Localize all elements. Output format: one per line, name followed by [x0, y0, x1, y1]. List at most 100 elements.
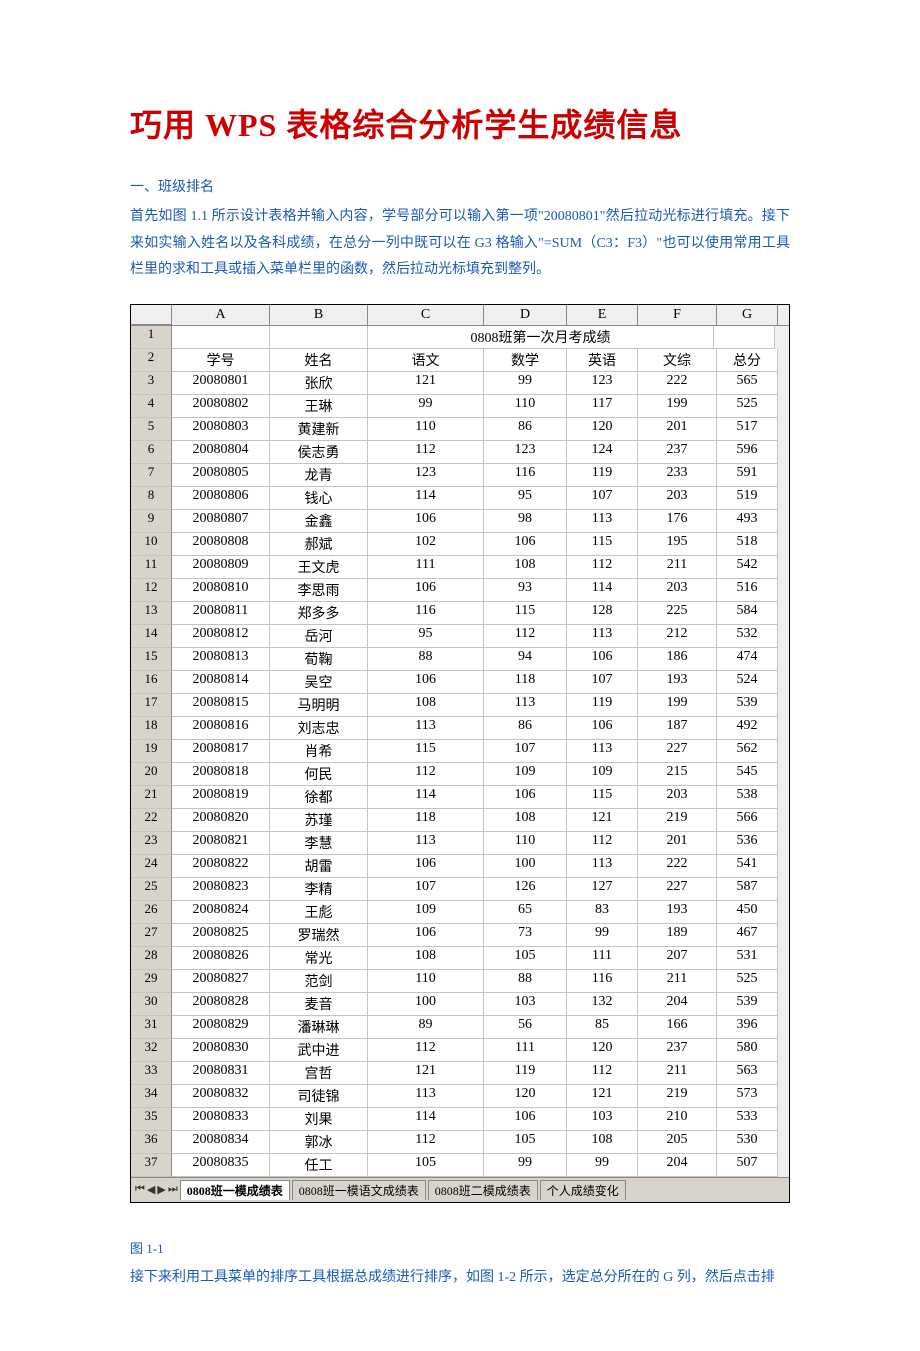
- data-cell[interactable]: 20080822: [172, 855, 270, 878]
- col-letter[interactable]: A: [172, 305, 270, 325]
- data-cell[interactable]: 545: [717, 763, 778, 786]
- data-cell[interactable]: 111: [368, 556, 484, 579]
- row-number[interactable]: 34: [131, 1085, 172, 1108]
- data-cell[interactable]: 20080803: [172, 418, 270, 441]
- data-cell[interactable]: 215: [638, 763, 717, 786]
- data-cell[interactable]: 467: [717, 924, 778, 947]
- data-cell[interactable]: 112: [484, 625, 567, 648]
- data-cell[interactable]: 222: [638, 855, 717, 878]
- row-number[interactable]: 27: [131, 924, 172, 947]
- data-cell[interactable]: 123: [368, 464, 484, 487]
- data-cell[interactable]: 199: [638, 395, 717, 418]
- data-cell[interactable]: 何民: [270, 763, 368, 786]
- header-cell[interactable]: 英语: [567, 349, 638, 372]
- data-cell[interactable]: 岳河: [270, 625, 368, 648]
- data-cell[interactable]: 233: [638, 464, 717, 487]
- data-cell[interactable]: 580: [717, 1039, 778, 1062]
- data-cell[interactable]: 562: [717, 740, 778, 763]
- row-number[interactable]: 13: [131, 602, 172, 625]
- data-cell[interactable]: 李思雨: [270, 579, 368, 602]
- data-cell[interactable]: 李精: [270, 878, 368, 901]
- data-cell[interactable]: 113: [368, 1085, 484, 1108]
- data-cell[interactable]: 88: [484, 970, 567, 993]
- data-cell[interactable]: 99: [484, 1154, 567, 1177]
- data-cell[interactable]: 111: [567, 947, 638, 970]
- data-cell[interactable]: 86: [484, 418, 567, 441]
- data-cell[interactable]: 237: [638, 1039, 717, 1062]
- data-cell[interactable]: 106: [484, 1108, 567, 1131]
- data-cell[interactable]: 116: [567, 970, 638, 993]
- col-letter[interactable]: D: [484, 305, 567, 325]
- row-number[interactable]: 37: [131, 1154, 172, 1177]
- data-cell[interactable]: 530: [717, 1131, 778, 1154]
- data-cell[interactable]: 113: [567, 740, 638, 763]
- data-cell[interactable]: 109: [484, 763, 567, 786]
- data-cell[interactable]: 126: [484, 878, 567, 901]
- data-cell[interactable]: 222: [638, 372, 717, 395]
- data-cell[interactable]: 207: [638, 947, 717, 970]
- data-cell[interactable]: 119: [567, 464, 638, 487]
- data-cell[interactable]: 99: [567, 924, 638, 947]
- data-cell[interactable]: 108: [484, 809, 567, 832]
- data-cell[interactable]: 524: [717, 671, 778, 694]
- data-cell[interactable]: 539: [717, 694, 778, 717]
- data-cell[interactable]: 110: [368, 970, 484, 993]
- data-cell[interactable]: 193: [638, 671, 717, 694]
- row-number[interactable]: 1: [131, 326, 172, 349]
- data-cell[interactable]: 120: [567, 1039, 638, 1062]
- data-cell[interactable]: 110: [484, 832, 567, 855]
- data-cell[interactable]: 187: [638, 717, 717, 740]
- data-cell[interactable]: 199: [638, 694, 717, 717]
- data-cell[interactable]: 王彪: [270, 901, 368, 924]
- data-cell[interactable]: 刘果: [270, 1108, 368, 1131]
- data-cell[interactable]: 20080816: [172, 717, 270, 740]
- data-cell[interactable]: 108: [368, 694, 484, 717]
- data-cell[interactable]: 525: [717, 395, 778, 418]
- data-cell[interactable]: 541: [717, 855, 778, 878]
- data-cell[interactable]: 司徒锦: [270, 1085, 368, 1108]
- data-cell[interactable]: 113: [567, 855, 638, 878]
- data-cell[interactable]: 黄建新: [270, 418, 368, 441]
- data-cell[interactable]: 203: [638, 786, 717, 809]
- row-number[interactable]: 35: [131, 1108, 172, 1131]
- data-cell[interactable]: 王琳: [270, 395, 368, 418]
- data-cell[interactable]: 492: [717, 717, 778, 740]
- row-number[interactable]: 5: [131, 418, 172, 441]
- data-cell[interactable]: 86: [484, 717, 567, 740]
- data-cell[interactable]: 110: [484, 395, 567, 418]
- data-cell[interactable]: 89: [368, 1016, 484, 1039]
- data-cell[interactable]: 张欣: [270, 372, 368, 395]
- data-cell[interactable]: 马明明: [270, 694, 368, 717]
- empty-cell[interactable]: [714, 326, 775, 349]
- data-cell[interactable]: 211: [638, 970, 717, 993]
- data-cell[interactable]: 516: [717, 579, 778, 602]
- data-cell[interactable]: 201: [638, 832, 717, 855]
- row-number[interactable]: 11: [131, 556, 172, 579]
- data-cell[interactable]: 112: [368, 763, 484, 786]
- data-cell[interactable]: 118: [368, 809, 484, 832]
- data-cell[interactable]: 常光: [270, 947, 368, 970]
- empty-cell[interactable]: [270, 326, 368, 349]
- data-cell[interactable]: 114: [567, 579, 638, 602]
- data-cell[interactable]: 108: [368, 947, 484, 970]
- data-cell[interactable]: 钱心: [270, 487, 368, 510]
- data-cell[interactable]: 115: [567, 786, 638, 809]
- data-cell[interactable]: 219: [638, 1085, 717, 1108]
- data-cell[interactable]: 112: [368, 1131, 484, 1154]
- row-number[interactable]: 15: [131, 648, 172, 671]
- data-cell[interactable]: 胡雷: [270, 855, 368, 878]
- data-cell[interactable]: 112: [567, 556, 638, 579]
- data-cell[interactable]: 20080830: [172, 1039, 270, 1062]
- data-cell[interactable]: 20080819: [172, 786, 270, 809]
- data-cell[interactable]: 潘琳琳: [270, 1016, 368, 1039]
- data-cell[interactable]: 95: [368, 625, 484, 648]
- data-cell[interactable]: 108: [567, 1131, 638, 1154]
- data-cell[interactable]: 113: [484, 694, 567, 717]
- data-cell[interactable]: 98: [484, 510, 567, 533]
- data-cell[interactable]: 20080831: [172, 1062, 270, 1085]
- data-cell[interactable]: 106: [368, 510, 484, 533]
- data-cell[interactable]: 563: [717, 1062, 778, 1085]
- data-cell[interactable]: 刘志忠: [270, 717, 368, 740]
- nav-next-icon[interactable]: ▶: [157, 1183, 165, 1197]
- data-cell[interactable]: 112: [567, 1062, 638, 1085]
